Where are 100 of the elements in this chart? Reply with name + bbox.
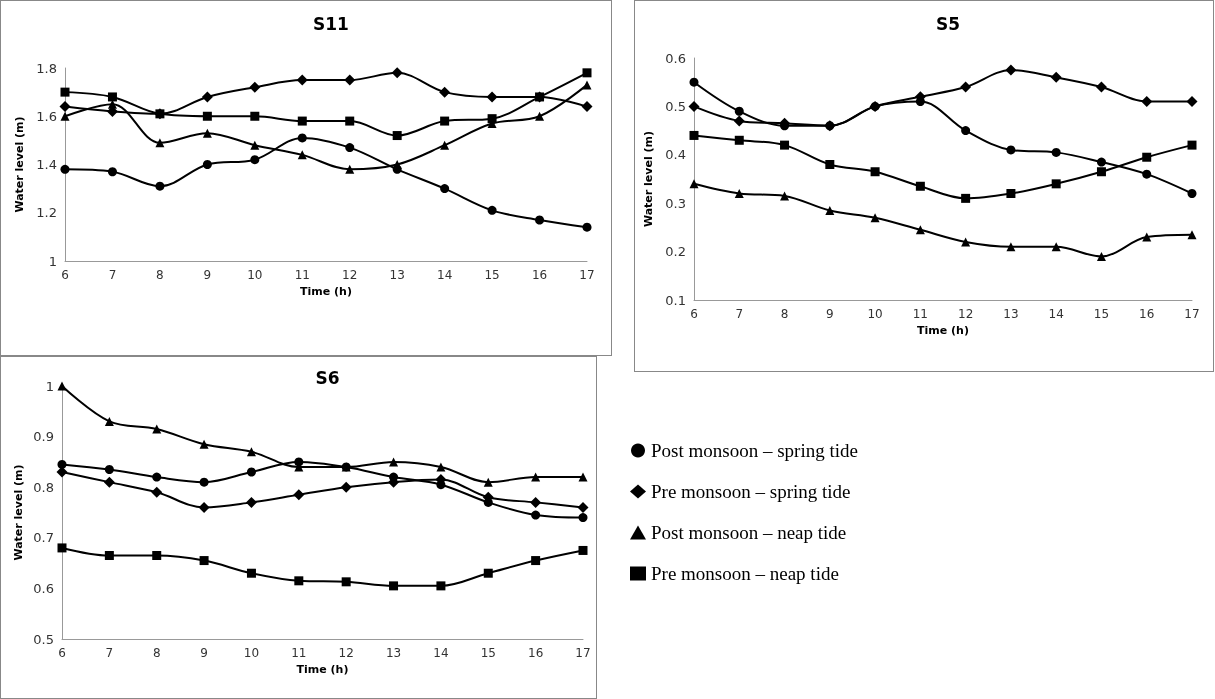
point (245, 496, 257, 508)
legend-label: Post monsoon – spring tide (651, 440, 858, 461)
point (577, 501, 589, 513)
point (60, 111, 70, 121)
x-tick-label: 14 (1048, 307, 1064, 321)
x-tick-label: 7 (108, 268, 117, 282)
point (733, 115, 745, 127)
point (296, 74, 308, 86)
point (961, 126, 971, 136)
point (1095, 81, 1107, 93)
x-tick-label: 12 (338, 646, 354, 660)
y-tick-label: 0.6 (33, 580, 54, 596)
y-tick-label: 1.2 (36, 205, 57, 221)
x-tick-label: 17 (1184, 307, 1200, 321)
y-tick-label: 1 (48, 253, 57, 269)
chart-title: S11 (313, 13, 349, 34)
point (107, 167, 117, 177)
point (151, 486, 163, 498)
point (1187, 230, 1197, 240)
x-tick-label: 8 (156, 268, 164, 282)
point (1006, 242, 1016, 252)
point (250, 140, 260, 150)
legend-label: Pre monsoon – neap tide (651, 563, 839, 584)
x-tick-label: 6 (61, 268, 69, 282)
legend-label: Post monsoon – neap tide (651, 522, 847, 543)
point (1141, 96, 1153, 108)
point (1051, 147, 1061, 157)
point (1187, 189, 1197, 199)
point (483, 568, 493, 578)
point (345, 164, 355, 174)
point (60, 164, 70, 174)
chart-title: S6 (315, 367, 340, 388)
y-tick-label: 0.1 (665, 292, 686, 308)
y-tick-label: 0.2 (665, 244, 686, 260)
x-tick-label: 9 (826, 307, 834, 321)
point (582, 222, 592, 232)
point (1006, 189, 1016, 199)
point (688, 100, 700, 112)
point (341, 577, 351, 587)
point (389, 581, 399, 591)
x-tick-label: 12 (958, 307, 974, 321)
point (440, 116, 450, 126)
point (340, 481, 352, 493)
point (152, 551, 162, 561)
point (530, 496, 542, 508)
point (483, 477, 493, 487)
point (531, 556, 541, 566)
point (440, 184, 450, 194)
x-tick-label: 9 (203, 268, 212, 282)
point (155, 181, 165, 191)
point (392, 160, 402, 169)
y-tick-label: 0.9 (33, 429, 54, 445)
point (960, 81, 972, 93)
point (1142, 232, 1152, 242)
point (391, 67, 403, 79)
y-tick-label: 0.5 (33, 631, 54, 647)
point (392, 131, 402, 141)
x-tick-label: 13 (389, 268, 405, 282)
x-axis-title: Time (h) (917, 323, 969, 337)
y-tick-label: 0.7 (33, 530, 54, 546)
y-axis-title: Water level (m) (12, 464, 25, 561)
point (152, 472, 162, 482)
point (1187, 140, 1197, 150)
x-tick-label: 16 (1139, 307, 1155, 321)
point (1050, 71, 1062, 83)
point (199, 439, 209, 449)
point (1096, 251, 1106, 261)
point (59, 101, 71, 113)
point (57, 381, 67, 391)
point (578, 472, 588, 482)
point (344, 74, 356, 86)
point (961, 193, 971, 203)
point (57, 543, 67, 553)
point (825, 159, 835, 169)
point (689, 130, 699, 140)
point (202, 111, 212, 121)
y-tick-label: 1.4 (36, 157, 57, 172)
point (345, 143, 355, 153)
point (1142, 152, 1152, 162)
point (293, 489, 305, 501)
y-axis-title: Water level (m) (642, 130, 656, 228)
x-tick-label: 10 (867, 307, 883, 321)
point (1006, 145, 1016, 155)
point (734, 106, 744, 116)
y-axis-title: Water level (m) (13, 116, 27, 213)
x-tick-label: 16 (531, 268, 548, 282)
x-tick-label: 14 (433, 646, 449, 660)
y-tick-label: 1 (45, 378, 54, 394)
point (249, 81, 261, 93)
x-tick-label: 8 (152, 646, 161, 660)
point (1051, 179, 1061, 189)
point (780, 140, 790, 150)
y-tick-label: 1.6 (36, 108, 57, 124)
point (250, 155, 260, 165)
point (870, 167, 880, 177)
x-tick-label: 7 (735, 307, 744, 321)
point (578, 513, 588, 523)
point (582, 68, 592, 78)
point (535, 215, 545, 225)
point (297, 133, 307, 143)
